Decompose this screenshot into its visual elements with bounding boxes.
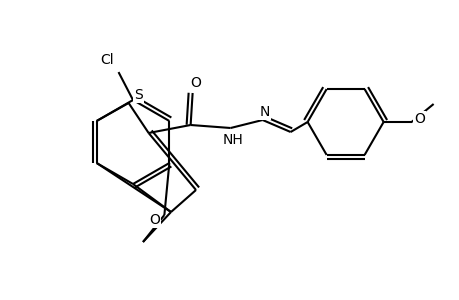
Text: O: O [149,213,159,227]
Text: N: N [259,105,269,119]
Text: Cl: Cl [100,53,113,67]
Text: O: O [413,112,424,126]
Text: O: O [190,76,201,90]
Text: S: S [134,88,143,102]
Text: NH: NH [222,133,242,147]
